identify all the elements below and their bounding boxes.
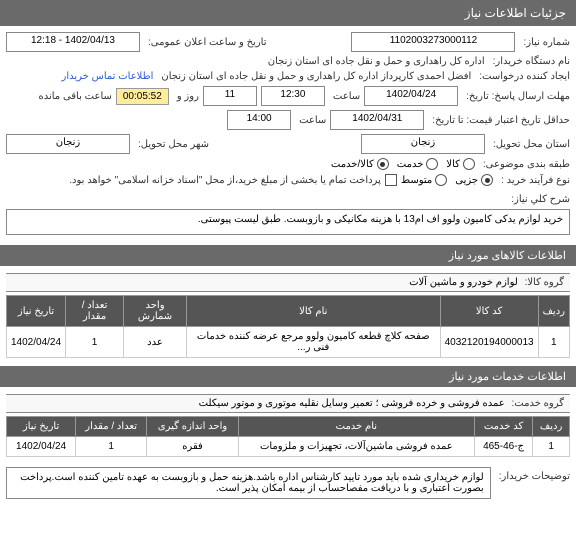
table-col: ردیف <box>538 296 569 327</box>
validity-time: 14:00 <box>227 110 291 130</box>
table-cell: عمده فروشی ماشین‌آلات، تجهیزات و ملزومات <box>238 437 474 457</box>
deadline-time-label: ساعت <box>333 91 360 102</box>
table-col: واحد اندازه گیری <box>147 417 239 437</box>
table-cell: 1 <box>76 437 147 457</box>
table-row: 1ج-46-465عمده فروشی ماشین‌آلات، تجهیزات … <box>7 437 570 457</box>
deadline-date: 1402/04/24 <box>364 86 458 106</box>
radio-proc1[interactable] <box>481 174 493 186</box>
need-no-label: شماره نیاز: <box>523 37 570 48</box>
goods-header: اطلاعات کالاهای مورد نیاز <box>0 245 576 266</box>
table-cell: عدد <box>124 327 187 358</box>
validity-date: 1402/04/31 <box>330 110 424 130</box>
proc-note: پرداخت تمام یا بخشی از مبلغ خرید،از محل … <box>69 175 381 186</box>
table-col: تعداد / مقدار <box>76 417 147 437</box>
table-cell: 1 <box>538 327 569 358</box>
treasury-checkbox[interactable] <box>385 174 397 186</box>
services-table: ردیفکد خدمتنام خدمتواحد اندازه گیریتعداد… <box>6 416 570 457</box>
table-cell: صفحه کلاچ قطعه کامیون ولوو مرجع عرضه کنن… <box>186 327 440 358</box>
table-cell: 1 <box>66 327 124 358</box>
loc-label: استان محل تحویل: <box>493 139 570 150</box>
table-col: تعداد / مقدار <box>66 296 124 327</box>
table-cell: فقره <box>147 437 239 457</box>
table-col: واحد شمارش <box>124 296 187 327</box>
radio-both[interactable] <box>377 158 389 170</box>
desc-text: خرید لوازم یدکی کامیون ولوو اف ام13 با ه… <box>6 209 570 235</box>
requester-label: ایجاد کننده درخواست: <box>479 71 570 82</box>
table-col: کد کالا <box>440 296 538 327</box>
days-value: 11 <box>203 86 257 106</box>
table-cell: 1 <box>533 437 570 457</box>
loc-city: زنجان <box>6 134 130 154</box>
requester-value: افضل احمدی کارپرداز اداره کل راهداری و ح… <box>161 71 471 82</box>
table-col: نام کالا <box>186 296 440 327</box>
panel-title: جزئیات اطلاعات نیاز <box>0 0 576 26</box>
desc-label: شرح کلي نیاز: <box>511 190 570 205</box>
radio-proc2[interactable] <box>435 174 447 186</box>
deadline-label: مهلت ارسال پاسخ: تاریخ: <box>466 91 570 102</box>
need-no-value: 1102003273000112 <box>351 32 515 52</box>
table-cell: 1402/04/24 <box>7 437 76 457</box>
remain-label: ساعت باقی مانده <box>38 91 111 102</box>
table-cell: ج-46-465 <box>474 437 532 457</box>
services-group-label: گروه خدمت: <box>511 398 564 409</box>
proc-label: نوع فرآیند خرید : <box>501 175 570 186</box>
contact-link[interactable]: اطلاعات تماس خریدار <box>62 71 154 82</box>
goods-group-value: لوازم خودرو و ماشین آلات <box>409 277 518 288</box>
services-group-value: عمده فروشی و خرده فروشی ؛ تعمیر وسایل نق… <box>199 398 505 409</box>
table-col: تاریخ نیاز <box>7 296 66 327</box>
days-label: روز و <box>177 91 199 102</box>
buyer-org-label: نام دستگاه خریدار: <box>493 56 570 67</box>
table-cell: 1402/04/24 <box>7 327 66 358</box>
table-col: ردیف <box>533 417 570 437</box>
table-col: تاریخ نیاز <box>7 417 76 437</box>
goods-group-label: گروه کالا: <box>525 277 564 288</box>
radio-goods[interactable] <box>463 158 475 170</box>
table-row: 14032120194000013صفحه کلاچ قطعه کامیون و… <box>7 327 570 358</box>
proc-opt2: متوسط <box>401 175 432 186</box>
services-header: اطلاعات خدمات مورد نیاز <box>0 366 576 387</box>
validity-time-label: ساعت <box>299 115 326 126</box>
notes-label: توضیحات خریدار: <box>499 467 570 482</box>
classify-label: طبقه بندی موضوعی: <box>483 159 570 170</box>
opt-service: خدمت <box>397 159 424 170</box>
opt-both: کالا/خدمت <box>331 159 374 170</box>
radio-service[interactable] <box>426 158 438 170</box>
classify-radios: کالا خدمت کالا/خدمت <box>331 158 475 170</box>
pub-date-label: تاریخ و ساعت اعلان عمومی: <box>148 37 267 48</box>
table-col: نام خدمت <box>238 417 474 437</box>
notes-text: لوازم خریداری شده باید مورد تایید کارشنا… <box>6 467 491 499</box>
deadline-time: 12:30 <box>261 86 325 106</box>
proc-radios: جزیی متوسط <box>401 174 493 186</box>
table-cell: 4032120194000013 <box>440 327 538 358</box>
pub-date-value: 1402/04/13 - 12:18 <box>6 32 140 52</box>
loc-province: زنجان <box>361 134 485 154</box>
opt-goods: کالا <box>446 159 460 170</box>
countdown: 00:05:52 <box>116 88 169 105</box>
validity-label: حداقل تاریخ اعتبار قیمت: تا تاریخ: <box>432 115 570 126</box>
table-col: کد خدمت <box>474 417 532 437</box>
proc-opt1: جزیی <box>455 175 478 186</box>
loc-city-label: شهر محل تحویل: <box>138 139 209 150</box>
goods-table: ردیفکد کالانام کالاواحد شمارشتعداد / مقد… <box>6 295 570 358</box>
buyer-org-value: اداره کل راهداری و حمل و نقل جاده ای است… <box>268 56 485 67</box>
